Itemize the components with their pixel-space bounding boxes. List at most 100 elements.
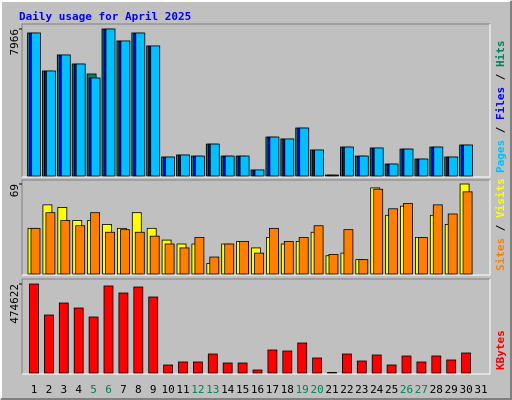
legend: KBytes <box>494 330 507 370</box>
bar <box>462 191 473 275</box>
bar <box>254 169 265 177</box>
bar <box>207 353 218 374</box>
x-tick-label: 9 <box>150 383 157 396</box>
bar <box>403 203 413 275</box>
bar <box>105 231 115 275</box>
bar <box>433 146 444 177</box>
bar <box>60 220 71 275</box>
bar <box>120 229 130 275</box>
panel-border-light <box>22 24 491 178</box>
bar <box>269 136 280 177</box>
panel <box>22 279 490 374</box>
bar <box>46 70 56 177</box>
x-tick-label: 3 <box>60 383 67 396</box>
legend-entry: Files <box>494 87 507 120</box>
legend-separator: / <box>494 218 507 238</box>
legend-entry: Pages <box>494 140 507 173</box>
bar <box>329 174 339 177</box>
bar <box>239 240 250 275</box>
bar <box>314 149 325 177</box>
x-tick-label: 6 <box>105 383 112 396</box>
bar <box>461 352 472 374</box>
bar <box>88 316 99 374</box>
bar <box>60 54 71 177</box>
x-tick-label: 27 <box>415 383 428 396</box>
y-tick-label: 474622 <box>8 284 21 324</box>
legend-entry: KBytes <box>494 330 507 370</box>
x-tick-label: 1 <box>31 383 38 396</box>
bar <box>209 143 220 177</box>
x-tick-label: 28 <box>430 383 443 396</box>
bar <box>103 285 114 374</box>
bar <box>401 355 412 374</box>
bar <box>90 212 100 275</box>
panel-border-dark <box>21 179 490 275</box>
bar <box>463 144 474 177</box>
bar <box>416 361 427 374</box>
x-tick-label: 12 <box>191 383 204 396</box>
x-tick-label: 29 <box>445 383 458 396</box>
bar <box>133 286 144 374</box>
panel-border-light <box>22 279 491 375</box>
x-tick-label: 21 <box>325 383 338 396</box>
bar <box>297 342 308 374</box>
x-tick-label: 13 <box>206 383 219 396</box>
x-tick-label: 2 <box>46 383 53 396</box>
x-tick-label: 16 <box>251 383 264 396</box>
chart-title: Daily usage for April 2025 <box>19 10 191 23</box>
bar <box>164 243 175 275</box>
bar <box>239 155 250 177</box>
x-tick-label: 26 <box>400 383 413 396</box>
bar <box>31 32 41 177</box>
bar <box>45 212 56 275</box>
bar <box>388 163 399 177</box>
bar <box>267 349 278 374</box>
bar <box>283 240 294 275</box>
bar <box>75 63 86 177</box>
bar <box>431 355 442 374</box>
bar <box>75 225 86 275</box>
x-tick-label: 20 <box>310 383 323 396</box>
panel-border-dark <box>21 23 490 177</box>
bar <box>328 254 339 275</box>
x-tick-label: 17 <box>266 383 279 396</box>
bar <box>298 237 309 275</box>
bar <box>343 146 354 177</box>
y-tick-label: 7966 <box>8 29 21 56</box>
bar <box>252 369 263 374</box>
bar <box>448 156 459 177</box>
x-tick-label: 11 <box>176 383 189 396</box>
bar <box>58 302 69 374</box>
x-tick-label: 5 <box>90 383 97 396</box>
bar <box>237 362 248 374</box>
bar <box>313 225 324 275</box>
bar <box>418 158 429 177</box>
x-tick-label: 10 <box>161 383 174 396</box>
legend-entry: Visits <box>494 178 507 218</box>
x-tick-label: 25 <box>385 383 398 396</box>
x-tick-label: 31 <box>474 383 487 396</box>
bar <box>254 252 264 275</box>
bar <box>343 229 354 275</box>
x-tick-label: 4 <box>75 383 82 396</box>
bar <box>118 292 129 374</box>
bar <box>148 296 159 374</box>
bar <box>388 208 399 275</box>
bar <box>447 213 458 275</box>
bar <box>29 283 39 374</box>
bar <box>284 138 295 177</box>
bar <box>90 77 101 177</box>
bar <box>224 243 235 275</box>
bar <box>312 357 323 374</box>
legend-separator: / <box>494 120 507 140</box>
legend: Sites / Visits <box>494 178 507 271</box>
bar <box>386 364 397 374</box>
y-tick-label: 69 <box>8 184 21 197</box>
bar <box>194 237 205 275</box>
bar <box>73 307 84 374</box>
bar <box>180 154 190 177</box>
x-tick-label: 23 <box>355 383 368 396</box>
